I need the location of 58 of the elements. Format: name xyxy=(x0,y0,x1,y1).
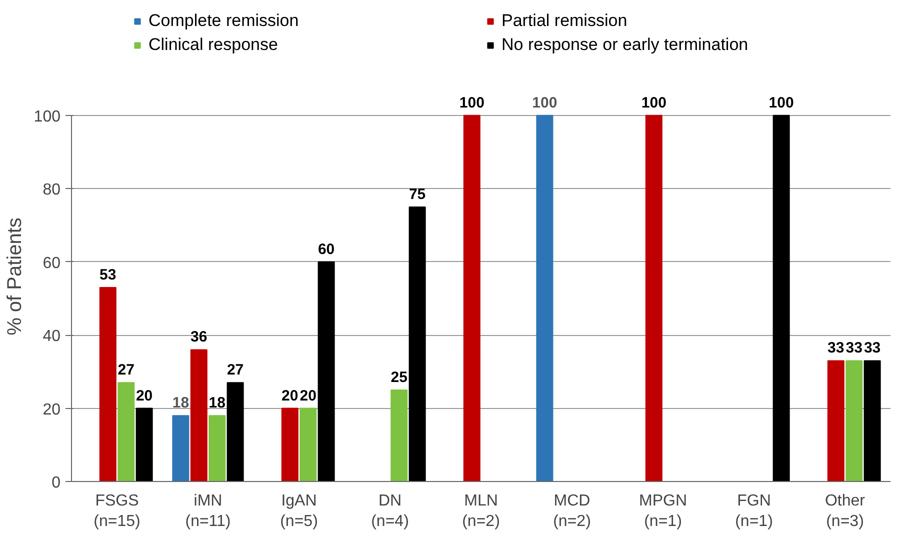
y-tick-label: 100 xyxy=(34,108,61,126)
data-label: 33 xyxy=(846,340,862,357)
bar xyxy=(772,114,790,482)
bar xyxy=(99,286,116,482)
y-tick-label: 60 xyxy=(42,254,61,272)
y-tick-label: 20 xyxy=(42,401,61,418)
x-tick-label: IgAN (n=5) xyxy=(280,492,318,530)
x-tick-label: Other (n=3) xyxy=(824,492,866,530)
bar xyxy=(172,415,190,482)
y-tick-label: 0 xyxy=(52,474,61,492)
data-label: 75 xyxy=(408,186,426,203)
x-tick-label: MPGN (n=1) xyxy=(639,492,687,530)
bar xyxy=(300,408,317,482)
x-tick-label: MCD (n=2) xyxy=(553,492,591,530)
data-label: 27 xyxy=(118,362,134,379)
bar xyxy=(408,206,426,482)
bar xyxy=(281,408,298,482)
bar xyxy=(208,415,226,482)
data-label: 20 xyxy=(282,387,298,404)
bar xyxy=(118,382,135,482)
x-tick-label: iMN (n=11) xyxy=(185,492,231,530)
data-label: 20 xyxy=(300,387,316,404)
data-label: 33 xyxy=(828,340,844,357)
legend-label: Complete remission xyxy=(148,11,300,31)
data-label: 100 xyxy=(768,94,794,112)
bar xyxy=(190,349,208,482)
y-tick-label: 80 xyxy=(42,182,61,199)
bar xyxy=(463,114,480,482)
bar xyxy=(318,261,335,482)
data-label: 53 xyxy=(100,266,116,284)
bar xyxy=(536,114,554,482)
data-label: 100 xyxy=(641,94,666,112)
bar xyxy=(390,389,408,482)
data-label: 100 xyxy=(532,94,558,112)
y-tick-label: 40 xyxy=(42,328,61,346)
data-label: 27 xyxy=(226,362,244,379)
x-tick-label: DN (n=4) xyxy=(371,492,409,530)
x-tick-label: MLN (n=2) xyxy=(462,492,500,530)
bar xyxy=(226,382,244,482)
data-label: 18 xyxy=(208,394,226,412)
data-label: 18 xyxy=(172,394,190,412)
bar xyxy=(846,360,863,482)
legend-label: Clinical response xyxy=(148,35,279,55)
data-label: 60 xyxy=(318,240,335,258)
data-label: 20 xyxy=(136,387,153,404)
legend-label: No response or early termination xyxy=(502,35,750,55)
y-axis-title: % of Patients xyxy=(4,218,26,336)
x-tick-label: FSGS (n=15) xyxy=(94,492,140,530)
bar xyxy=(645,114,662,482)
data-label: 36 xyxy=(190,328,208,346)
data-label: 25 xyxy=(390,368,408,386)
bar xyxy=(864,360,881,482)
data-label: 33 xyxy=(864,340,881,357)
bar xyxy=(827,360,844,482)
data-label: 100 xyxy=(459,94,484,112)
x-tick-label: FGN (n=1) xyxy=(735,492,773,530)
bar xyxy=(136,408,153,482)
legend-label: Partial remission xyxy=(502,11,628,31)
